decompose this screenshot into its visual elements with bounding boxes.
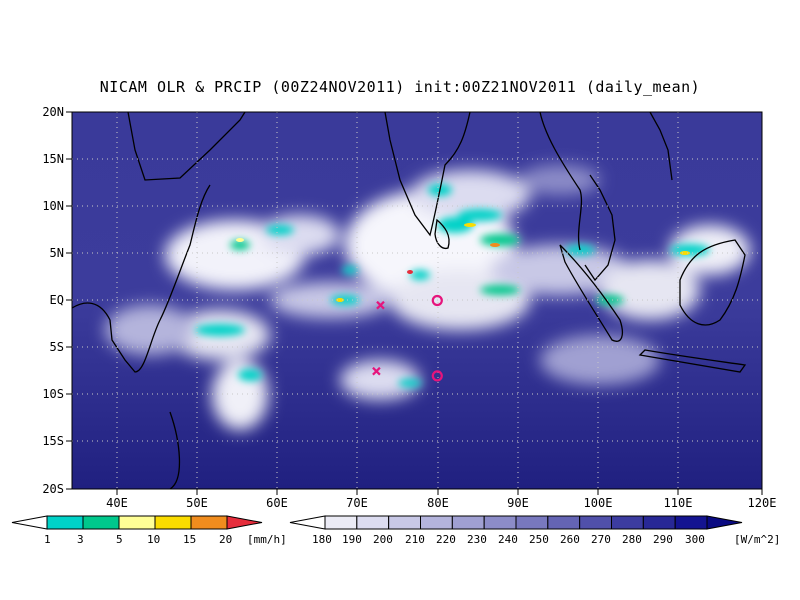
colorbar-box (642, 515, 676, 530)
colorbar-box (611, 515, 644, 530)
olr-level-label: 210 (405, 533, 425, 546)
colorbar-box (118, 515, 156, 530)
precip-level-label: 10 (147, 533, 161, 546)
lon-label: 70E (346, 496, 368, 510)
colorbar-box (324, 515, 358, 530)
colorbar-box (451, 515, 485, 530)
olr-level-label: 300 (685, 533, 705, 546)
lat-label: 20S (42, 482, 64, 496)
storm-circle-marker (431, 370, 443, 382)
olr-level-label: 240 (498, 533, 518, 546)
colorbar-box (388, 515, 421, 530)
olr-level-label: 230 (467, 533, 487, 546)
olr-level-label: 290 (653, 533, 673, 546)
lat-label: 10N (42, 199, 64, 213)
colorbar-box (515, 515, 549, 530)
storm-circle-marker (431, 294, 443, 307)
lat-label: 15N (42, 152, 64, 166)
lat-label: EQ (49, 293, 64, 307)
colorbar-low-end (11, 515, 48, 530)
colorbar-high-end (706, 515, 743, 530)
lon-label: 40E (106, 496, 128, 510)
storm-markers (372, 294, 443, 382)
lat-label: 15S (42, 434, 64, 448)
precip-unit: [mm/h] (247, 533, 287, 546)
lon-label: 50E (186, 496, 208, 510)
olr-level-label: 180 (312, 533, 332, 546)
colorbar-box (46, 515, 84, 530)
olr-colorbar (289, 515, 743, 530)
colorbar-high-end (226, 515, 263, 530)
lon-label: 120E (747, 496, 777, 510)
lat-label: 20N (42, 105, 64, 119)
olr-unit: [W/m^2] (734, 533, 781, 546)
precip-level-label: 3 (77, 533, 84, 546)
olr-level-label: 190 (342, 533, 362, 546)
map-plot-area (72, 112, 762, 489)
olr-level-label: 270 (591, 533, 611, 546)
colorbar-box (483, 515, 517, 530)
lon-label: 60E (266, 496, 288, 510)
lon-label: 100E (583, 496, 613, 510)
olr-level-label: 220 (436, 533, 456, 546)
olr-level-label: 250 (529, 533, 549, 546)
precip-level-label: 15 (183, 533, 197, 546)
map-ticks (66, 111, 763, 495)
lat-label: 5N (49, 246, 64, 260)
colorbar-box (154, 515, 192, 530)
colorbar-low-end (289, 515, 326, 530)
storm-x-marker (376, 300, 385, 310)
colorbar-box (547, 515, 581, 530)
olr-level-label: 200 (373, 533, 393, 546)
colorbar-box (420, 515, 453, 530)
colorbar-box (190, 515, 228, 530)
precip-level-label: 1 (44, 533, 51, 546)
map-title: NICAM OLR & PRCIP (00Z24NOV2011) init:00… (99, 78, 701, 96)
colorbar-box (674, 515, 708, 530)
colorbar-box (82, 515, 120, 530)
lon-label: 110E (663, 496, 693, 510)
olr-level-label: 280 (622, 533, 642, 546)
colorbar-box (356, 515, 390, 530)
precip-heavy (236, 223, 690, 302)
precip-level-label: 5 (116, 533, 123, 546)
lat-label: 5S (49, 340, 64, 354)
lat-label: 10S (42, 387, 64, 401)
olr-level-label: 260 (560, 533, 580, 546)
storm-x-marker (372, 366, 381, 376)
precip-level-label: 20 (219, 533, 233, 546)
colorbar-box (579, 515, 613, 530)
precip-field (195, 184, 710, 387)
coastlines (72, 112, 747, 489)
lon-label: 90E (507, 496, 529, 510)
lon-label: 80E (427, 496, 449, 510)
precip-colorbar (11, 515, 263, 530)
map-grid (72, 112, 762, 489)
